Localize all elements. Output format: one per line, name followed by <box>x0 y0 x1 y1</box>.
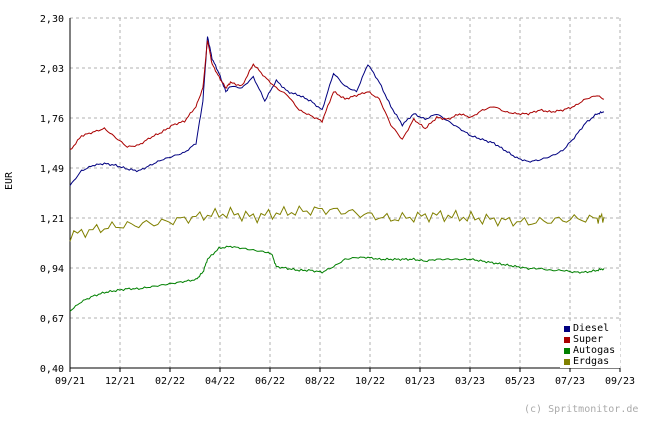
legend-item-diesel: Diesel <box>560 323 620 334</box>
series-lines <box>69 36 605 312</box>
y-tick-label: 1,49 <box>40 164 64 175</box>
legend-item-super: Super <box>560 334 620 345</box>
legend-swatch <box>564 325 570 332</box>
x-tick-label: 07/23 <box>555 376 585 387</box>
legend-label: Autogas <box>573 345 616 356</box>
y-tick-label: 2,03 <box>40 64 64 75</box>
y-tick-label: 1,76 <box>40 114 64 125</box>
x-tick-label: 01/23 <box>405 376 435 387</box>
legend-swatch <box>564 336 570 343</box>
legend-swatch <box>564 358 570 365</box>
axes <box>69 18 621 372</box>
x-tick-label: 02/22 <box>155 376 185 387</box>
series-line-erdgas <box>69 205 605 242</box>
legend-item-erdgas: Erdgas <box>560 356 620 367</box>
credit-text: (c) Spritmonitor.de <box>524 404 639 415</box>
grid-lines <box>70 17 621 368</box>
series-line-autogas <box>69 245 605 312</box>
x-tick-label: 09/21 <box>55 376 85 387</box>
y-tick-label: 0,94 <box>40 264 64 275</box>
y-tick-label: 0,67 <box>40 314 64 325</box>
x-tick-label: 08/22 <box>305 376 335 387</box>
x-tick-label: 05/23 <box>505 376 535 387</box>
x-tick-label: 12/21 <box>105 376 135 387</box>
legend: Diesel Super Autogas Erdgas <box>560 323 620 368</box>
legend-swatch <box>564 347 570 354</box>
legend-label: Super <box>573 334 604 345</box>
legend-item-autogas: Autogas <box>560 345 620 356</box>
series-line-super <box>69 40 605 150</box>
y-axis-label: EUR <box>4 171 15 190</box>
y-tick-label: 2,30 <box>40 14 64 25</box>
tick-labels: 0,40 0,67 0,94 1,21 1,49 1,76 2,03 2,30 09/21 12/… <box>40 14 635 387</box>
x-tick-label: 03/23 <box>455 376 485 387</box>
x-tick-label: 10/22 <box>355 376 385 387</box>
legend-label: Diesel <box>573 323 610 334</box>
y-tick-label: 1,21 <box>40 214 64 225</box>
x-tick-label: 04/22 <box>205 376 235 387</box>
x-tick-label: 09/23 <box>605 376 635 387</box>
legend-label: Erdgas <box>573 356 610 367</box>
x-tick-label: 06/22 <box>255 376 285 387</box>
series-line-diesel <box>69 36 605 186</box>
y-tick-label: 0,40 <box>40 364 64 375</box>
